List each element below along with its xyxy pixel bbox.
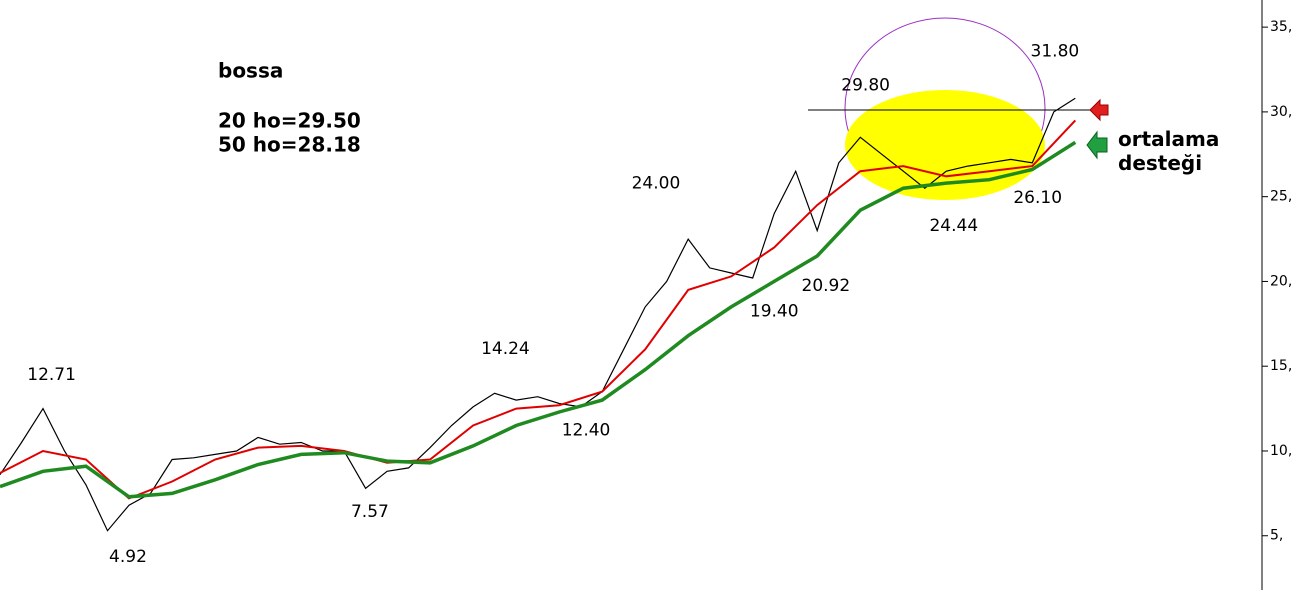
green-arrow	[1086, 130, 1108, 160]
y-tick-label: 10,	[1270, 443, 1292, 459]
price-annotation: 4.92	[109, 547, 147, 567]
y-tick-label: 25,	[1270, 189, 1292, 205]
series-line	[0, 140, 1077, 499]
series-line	[0, 119, 1077, 500]
y-tick-label: 5,	[1270, 528, 1283, 544]
price-annotation: 12.40	[562, 420, 611, 440]
highlight-fill	[845, 90, 1045, 200]
price-annotation: 14.24	[481, 339, 530, 359]
note: ortalama desteği	[1118, 127, 1219, 175]
price-annotation: 29.80	[841, 75, 890, 95]
price-annotation: 26.10	[1013, 188, 1062, 208]
subtitle: 20 ho=29.50	[218, 109, 361, 133]
price-annotation: 12.71	[27, 365, 76, 385]
price-annotation: 24.00	[632, 174, 681, 194]
price-annotation: 24.44	[929, 216, 978, 236]
price-annotation: 20.92	[802, 276, 851, 296]
series-line	[0, 97, 1076, 532]
y-tick-label: 20,	[1270, 273, 1292, 289]
y-tick-label: 35,	[1270, 19, 1292, 35]
price-annotation: 31.80	[1031, 41, 1080, 61]
y-tick-label: 15,	[1270, 358, 1292, 374]
subtitle: 50 ho=28.18	[218, 133, 361, 157]
price-annotation: 7.57	[351, 502, 389, 522]
y-tick-label: 30,	[1270, 104, 1292, 120]
red-arrow	[1089, 98, 1109, 122]
price-annotation: 19.40	[750, 302, 799, 322]
chart-title: bossa	[218, 59, 283, 83]
